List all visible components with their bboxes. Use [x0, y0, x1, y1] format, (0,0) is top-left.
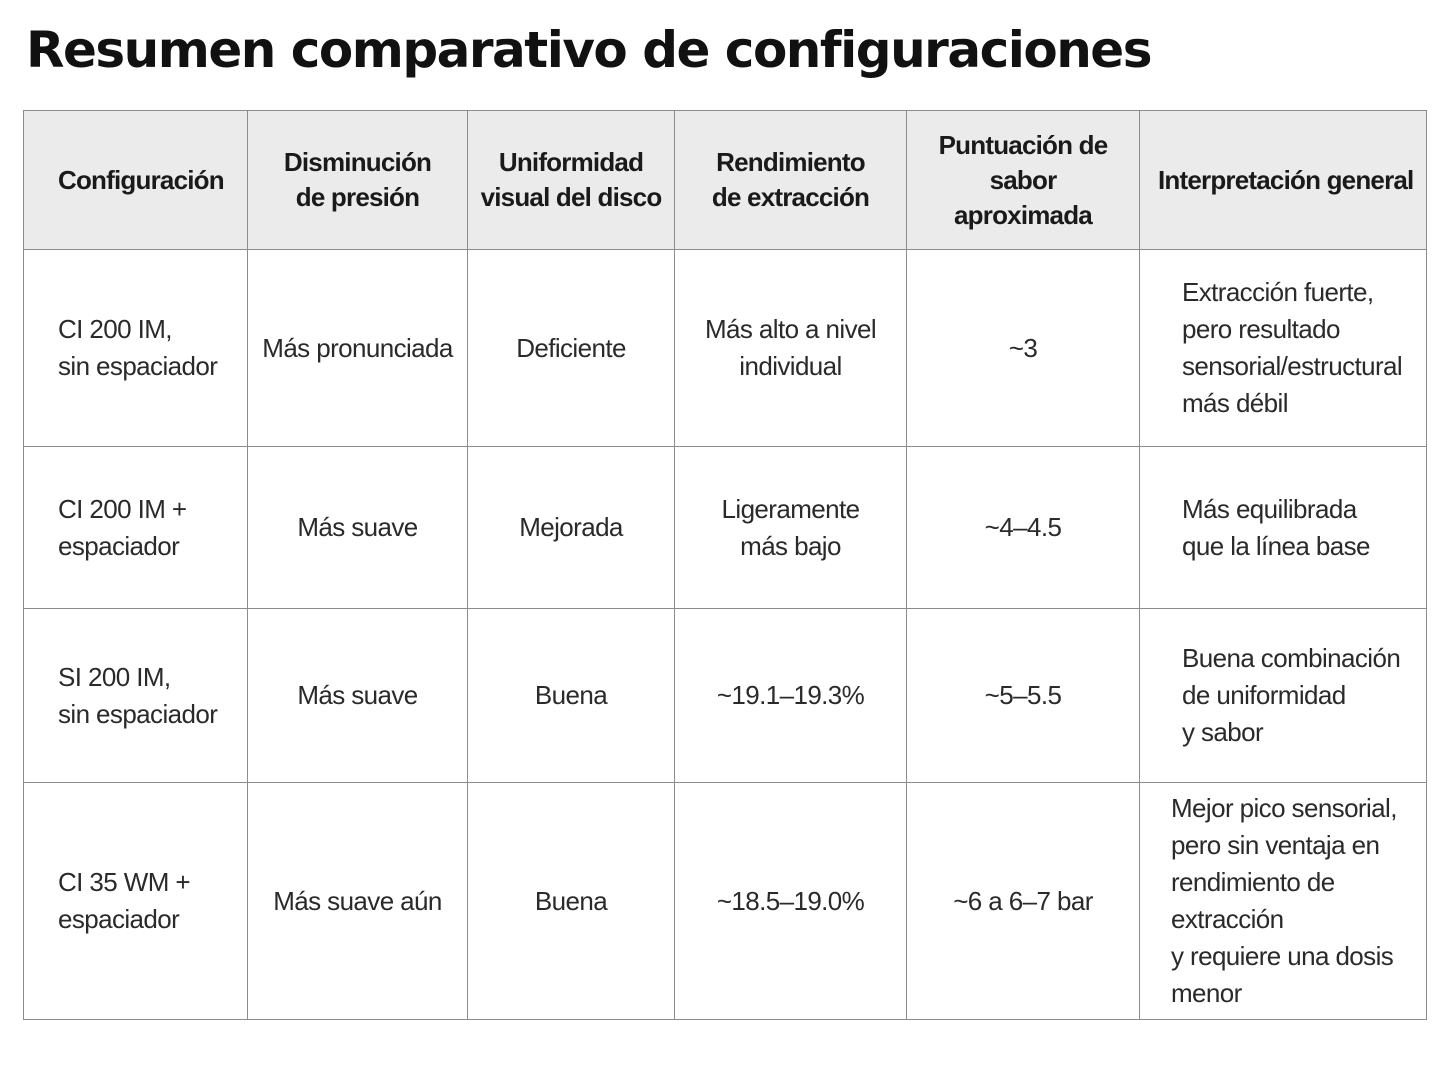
header-puntuacion-sabor: Puntuación de sabor aproximada [906, 110, 1140, 250]
header-uniformidad-visual: Uniformidad visual del disco [467, 110, 675, 250]
table-row: CI 200 IM + espaciador Más suave Mejorad… [23, 446, 1427, 609]
cell-disminucion-presion: Más suave [247, 608, 468, 783]
cell-uniformidad-visual: Deficiente [467, 249, 675, 447]
table-row: CI 35 WM + espaciador Más suave aún Buen… [23, 782, 1427, 1020]
cell-rendimiento-extraccion: ~19.1–19.3% [674, 608, 907, 783]
cell-disminucion-presion: Más pronunciada [247, 249, 468, 447]
cell-configuracion: CI 200 IM, sin espaciador [23, 249, 248, 447]
cell-configuracion: CI 35 WM + espaciador [23, 782, 248, 1020]
cell-interpretacion-general: Mejor pico sensorial, pero sin ventaja e… [1139, 782, 1427, 1020]
table-header: Configuración Disminución de presión Uni… [23, 110, 1427, 250]
cell-disminucion-presion: Más suave [247, 446, 468, 609]
cell-puntuacion-sabor: ~3 [906, 249, 1140, 447]
cell-disminucion-presion: Más suave aún [247, 782, 468, 1020]
cell-uniformidad-visual: Buena [467, 608, 675, 783]
cell-uniformidad-visual: Buena [467, 782, 675, 1020]
header-rendimiento-extraccion: Rendimiento de extracción [674, 110, 907, 250]
header-configuracion: Configuración [23, 110, 248, 250]
cell-puntuacion-sabor: ~6 a 6–7 bar [906, 782, 1140, 1020]
cell-rendimiento-extraccion: Más alto a nivel individual [674, 249, 907, 447]
cell-configuracion: SI 200 IM, sin espaciador [23, 608, 248, 783]
cell-configuracion: CI 200 IM + espaciador [23, 446, 248, 609]
cell-interpretacion-general: Extracción fuerte, pero resultado sensor… [1139, 249, 1427, 447]
table-row: SI 200 IM, sin espaciador Más suave Buen… [23, 608, 1427, 783]
cell-interpretacion-general: Buena combinación de uniformidad y sabor [1139, 608, 1427, 783]
cell-puntuacion-sabor: ~4–4.5 [906, 446, 1140, 609]
table-row: CI 200 IM, sin espaciador Más pronunciad… [23, 249, 1427, 447]
header-disminucion-presion: Disminución de presión [247, 110, 468, 250]
cell-rendimiento-extraccion: ~18.5–19.0% [674, 782, 907, 1020]
table-body: CI 200 IM, sin espaciador Más pronunciad… [23, 249, 1427, 1020]
comparison-table: Configuración Disminución de presión Uni… [23, 110, 1427, 1020]
cell-puntuacion-sabor: ~5–5.5 [906, 608, 1140, 783]
cell-interpretacion-general: Más equilibrada que la línea base [1139, 446, 1427, 609]
header-row: Configuración Disminución de presión Uni… [23, 110, 1427, 250]
cell-rendimiento-extraccion: Ligeramente más bajo [674, 446, 907, 609]
page-title: Resumen comparativo de configuraciones [26, 21, 1152, 79]
cell-uniformidad-visual: Mejorada [467, 446, 675, 609]
header-interpretacion-general: Interpretación general [1139, 110, 1427, 250]
